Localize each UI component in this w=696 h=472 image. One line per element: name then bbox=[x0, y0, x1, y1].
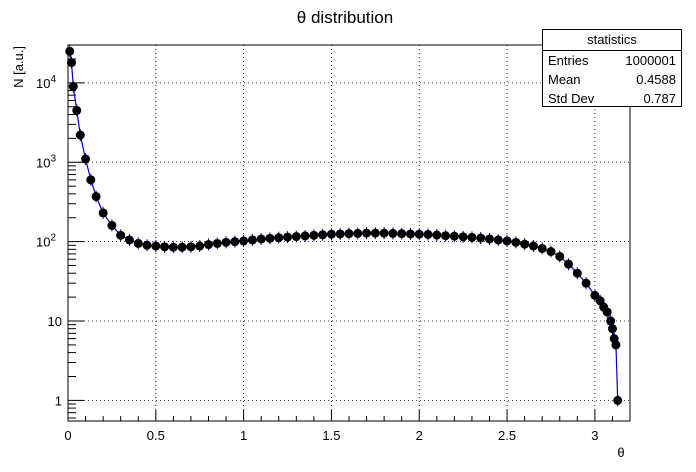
y-tick-label: 10 bbox=[48, 314, 62, 329]
data-point bbox=[613, 395, 623, 405]
data-point bbox=[186, 242, 196, 252]
data-point bbox=[86, 175, 96, 185]
data-point bbox=[81, 154, 91, 164]
data-point bbox=[177, 242, 187, 252]
stats-row-stddev: Std Dev 0.787 bbox=[543, 89, 681, 108]
data-point bbox=[476, 233, 486, 243]
x-tick-label: 1.5 bbox=[322, 428, 340, 443]
y-tick-label: 104 bbox=[36, 74, 56, 91]
data-point bbox=[168, 242, 178, 252]
data-point bbox=[397, 229, 407, 239]
data-point bbox=[537, 243, 547, 253]
data-point bbox=[379, 228, 389, 238]
data-point bbox=[423, 229, 433, 239]
stats-entries-label: Entries bbox=[548, 53, 589, 68]
data-point bbox=[256, 234, 266, 244]
data-point bbox=[485, 234, 494, 244]
data-point bbox=[581, 278, 591, 288]
data-point bbox=[458, 232, 468, 242]
data-point bbox=[362, 228, 372, 238]
data-point bbox=[247, 235, 257, 245]
data-point bbox=[611, 340, 621, 350]
data-point bbox=[335, 229, 345, 239]
stats-mean-label: Mean bbox=[548, 72, 581, 87]
data-point bbox=[370, 228, 380, 238]
y-tick-label: 1 bbox=[55, 393, 62, 408]
y-tick-label: 102 bbox=[36, 233, 56, 250]
data-point bbox=[124, 235, 134, 245]
data-point bbox=[502, 236, 512, 246]
data-point bbox=[195, 241, 205, 251]
data-point bbox=[546, 247, 556, 257]
data-point bbox=[414, 229, 424, 239]
data-point bbox=[91, 192, 101, 202]
y-tick-label: 103 bbox=[36, 153, 56, 170]
data-point bbox=[68, 82, 78, 92]
data-point bbox=[230, 237, 240, 247]
data-point bbox=[602, 307, 612, 317]
data-point bbox=[107, 220, 117, 230]
data-point bbox=[326, 229, 336, 239]
x-tick-label: 2.5 bbox=[498, 428, 516, 443]
data-point bbox=[432, 230, 442, 240]
series-line bbox=[69, 51, 619, 401]
data-point bbox=[572, 268, 582, 278]
data-point bbox=[116, 230, 126, 240]
x-axis-label: θ bbox=[617, 445, 624, 460]
x-tick-label: 0.5 bbox=[147, 428, 165, 443]
statistics-box: statistics Entries 1000001 Mean 0.4588 S… bbox=[542, 29, 682, 107]
data-point bbox=[204, 240, 213, 250]
data-point bbox=[151, 241, 161, 251]
data-point bbox=[212, 238, 222, 248]
y-axis-label: N [a.u.] bbox=[11, 46, 26, 88]
x-tick-label: 0 bbox=[64, 428, 71, 443]
data-point bbox=[528, 241, 538, 251]
stats-entries-value: 1000001 bbox=[625, 53, 676, 68]
data-point bbox=[133, 238, 143, 248]
data-point bbox=[221, 237, 231, 247]
data-point bbox=[274, 233, 284, 243]
data-point bbox=[160, 242, 170, 252]
data-point bbox=[606, 316, 616, 326]
data-point bbox=[493, 235, 503, 245]
data-point bbox=[388, 228, 398, 238]
data-point bbox=[318, 230, 328, 240]
stats-stddev-label: Std Dev bbox=[548, 91, 595, 106]
data-point bbox=[467, 232, 477, 242]
data-point bbox=[142, 240, 152, 250]
data-point bbox=[265, 233, 275, 243]
data-point bbox=[441, 231, 451, 241]
stats-stddev-value: 0.787 bbox=[643, 91, 676, 106]
data-point bbox=[353, 228, 363, 238]
data-point bbox=[309, 230, 319, 240]
stats-row-entries: Entries 1000001 bbox=[543, 51, 681, 70]
statistics-title: statistics bbox=[543, 30, 681, 51]
data-point bbox=[75, 130, 85, 140]
data-point bbox=[344, 229, 354, 239]
x-tick-label: 1 bbox=[240, 428, 247, 443]
data-point bbox=[449, 231, 459, 241]
x-tick-label: 3 bbox=[591, 428, 598, 443]
data-point bbox=[65, 46, 75, 56]
data-point bbox=[291, 232, 301, 242]
data-points bbox=[65, 45, 623, 407]
data-point bbox=[239, 236, 249, 246]
data-point bbox=[511, 237, 521, 247]
x-tick-label: 2 bbox=[416, 428, 423, 443]
data-point bbox=[607, 324, 617, 334]
data-point bbox=[520, 239, 530, 249]
data-point bbox=[283, 232, 293, 242]
data-point bbox=[300, 231, 310, 241]
chart-title: θ distribution bbox=[297, 8, 393, 27]
stats-mean-value: 0.4588 bbox=[636, 72, 676, 87]
stats-row-mean: Mean 0.4588 bbox=[543, 70, 681, 89]
data-point bbox=[67, 58, 77, 68]
data-point bbox=[98, 208, 108, 218]
data-point bbox=[564, 259, 574, 269]
data-point bbox=[72, 105, 82, 115]
data-point bbox=[555, 251, 565, 261]
data-point bbox=[405, 229, 415, 239]
